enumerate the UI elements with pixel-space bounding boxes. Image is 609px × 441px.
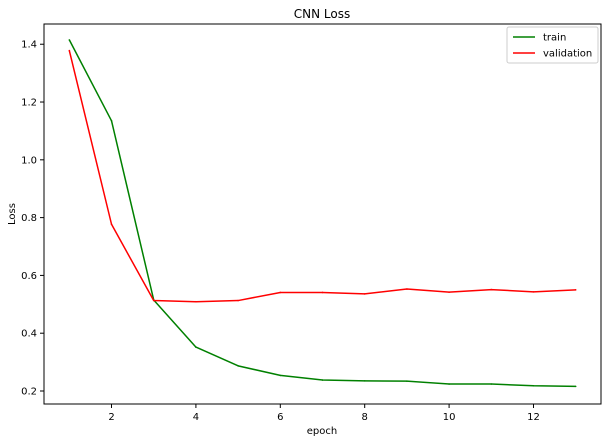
series-layer bbox=[68, 39, 577, 388]
data-point-validation bbox=[68, 49, 71, 52]
data-point-train bbox=[490, 383, 493, 385]
data-point-train bbox=[406, 380, 408, 382]
y-tick-label: 0.8 bbox=[21, 213, 37, 224]
y-tick-label: 0.6 bbox=[21, 271, 37, 282]
data-point-validation bbox=[363, 293, 366, 295]
data-point-validation bbox=[152, 299, 155, 302]
x-tick-label: 6 bbox=[277, 412, 283, 423]
data-point-validation bbox=[321, 291, 324, 294]
data-point-train bbox=[574, 385, 577, 388]
chart-title: CNN Loss bbox=[294, 7, 350, 21]
x-tick-label: 2 bbox=[108, 412, 114, 423]
y-tick-label: 0.2 bbox=[21, 386, 37, 397]
y-axis-label: Loss bbox=[7, 203, 18, 225]
data-point-train bbox=[279, 374, 282, 377]
plot-area bbox=[43, 23, 602, 405]
data-point-train bbox=[532, 384, 535, 387]
data-point-train bbox=[110, 120, 113, 122]
data-point-train bbox=[237, 365, 239, 367]
x-axis-label: epoch bbox=[307, 426, 337, 437]
x-tick-label: 4 bbox=[193, 412, 199, 423]
data-point-train bbox=[195, 346, 197, 348]
legend-label-train: train bbox=[543, 33, 566, 44]
y-tick-label: 1.4 bbox=[21, 40, 37, 51]
data-point-validation bbox=[195, 300, 197, 303]
data-point-validation bbox=[279, 291, 282, 294]
x-tick-label: 10 bbox=[443, 412, 456, 423]
data-point-validation bbox=[490, 288, 493, 291]
data-point-train bbox=[68, 39, 71, 41]
data-point-validation bbox=[448, 291, 450, 293]
data-point-validation bbox=[406, 288, 408, 290]
x-tick-label: 12 bbox=[527, 412, 540, 423]
plot-background bbox=[44, 24, 601, 404]
data-point-train bbox=[363, 380, 366, 382]
legend-label-validation: validation bbox=[543, 49, 592, 60]
y-axis-ticks: 0.2 0.4 0.6 0.8 1.0 1.2 1.4 bbox=[21, 40, 44, 397]
y-tick-label: 1.0 bbox=[21, 155, 37, 166]
data-point-validation bbox=[237, 299, 239, 302]
data-point-validation bbox=[574, 289, 577, 291]
legend-box bbox=[506, 26, 599, 64]
legend: train validation bbox=[506, 26, 599, 64]
x-axis-ticks: 2 4 6 8 10 12 bbox=[108, 404, 540, 423]
x-tick-label: 8 bbox=[362, 412, 368, 423]
data-point-train bbox=[448, 383, 450, 385]
data-point-validation bbox=[110, 223, 113, 226]
data-point-validation bbox=[532, 291, 535, 293]
y-tick-label: 0.4 bbox=[21, 329, 37, 340]
y-tick-label: 1.2 bbox=[21, 98, 37, 109]
data-point-train bbox=[321, 379, 324, 381]
axes-frame bbox=[43, 23, 602, 405]
